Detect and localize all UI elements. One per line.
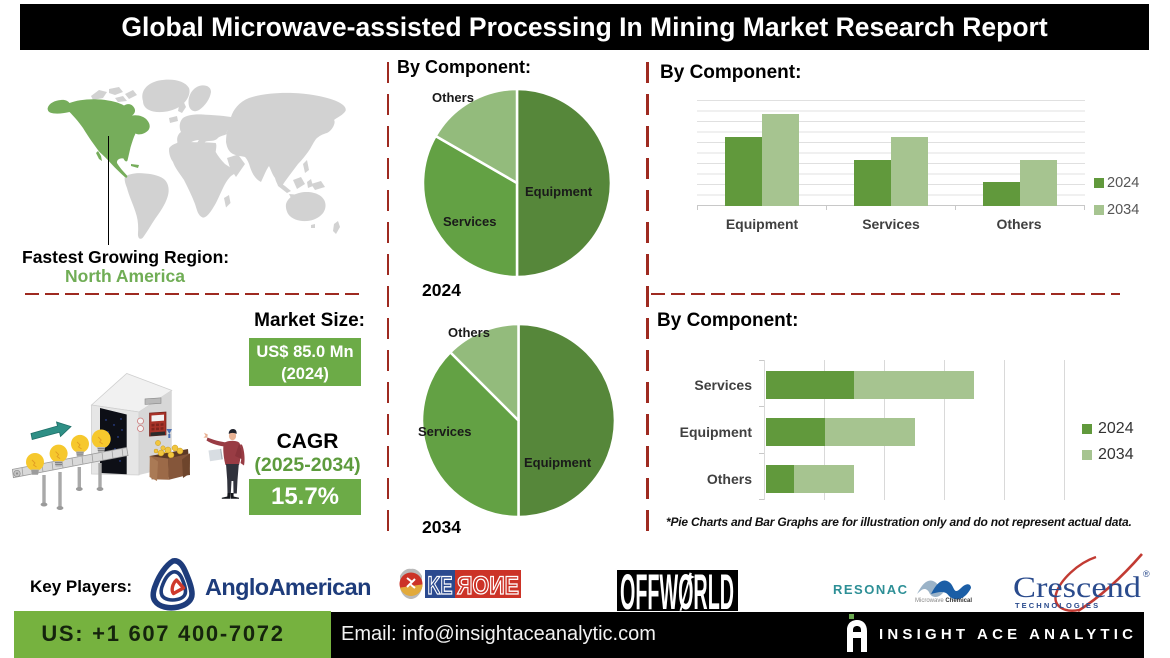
svg-text:®: ® [1143,569,1150,579]
svg-text:AngloAmerican: AngloAmerican [205,574,371,600]
svg-text:ЯOИE: ЯOИE [457,572,519,600]
svg-text:TECHNOLOGIES: TECHNOLOGIES [1015,601,1100,610]
svg-text:Crescend: Crescend [1013,571,1141,604]
svg-text:OFFWØRLD: OFFWØRLD [620,570,734,611]
svg-text:KE: KE [428,572,453,600]
